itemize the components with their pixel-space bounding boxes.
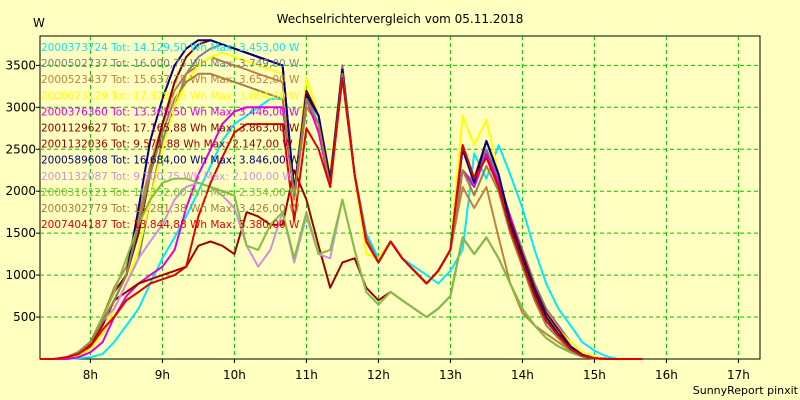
x-tick-label: 11h	[295, 368, 318, 382]
y-tick-label: 500	[13, 310, 36, 324]
x-axis: 8h 9h 10h 11h 12h 13h 14h 15h 16h 17h	[83, 359, 750, 382]
legend-entry-8: 2000589608 Tot: 16.684,00 Wh Max: 3.846,…	[41, 155, 300, 167]
legend-entry-10: 2000316121 Tot: 10.352,00 Wh Max: 2.354,…	[41, 187, 300, 199]
series-line-10	[40, 177, 643, 360]
series-line-12	[40, 76, 643, 360]
legend-entry-11: 2000302779 Tot: 15.281,38 Wh Max: 3.426,…	[41, 203, 300, 215]
y-axis-label: W	[33, 16, 45, 30]
footer-credit: SunnyReport pinxit	[693, 384, 799, 397]
x-tick-label: 8h	[83, 368, 98, 382]
x-tick-label: 12h	[367, 368, 390, 382]
y-tick-label: 1000	[5, 268, 36, 282]
legend-entry-4: 2000623129 Tot: 17.328,75 Wh Max: 3.864,…	[41, 90, 300, 102]
x-tick-label: 16h	[655, 368, 678, 382]
y-tick-label: 1500	[5, 226, 36, 240]
series-line-11	[40, 72, 643, 360]
series-line-2	[40, 43, 643, 360]
legend-entry-1: 2000373724 Tot: 14.129,50 Wh Max: 3.453,…	[41, 42, 300, 54]
legend-entry-9: 2001132087 Tot: 9.300,75 Wh Max: 2.100,0…	[41, 171, 293, 183]
legend-entry-5: 2000376360 Tot: 13.365,50 Wh Max: 3.446,…	[41, 106, 300, 118]
x-tick-label: 9h	[155, 368, 170, 382]
legend-entry-6: 2001129627 Tot: 17.165,88 Wh Max: 3.863,…	[41, 123, 300, 135]
y-tick-label: 2000	[5, 184, 36, 198]
series-line-8	[40, 39, 643, 360]
legend-entry-7: 2001132036 Tot: 9.571,88 Wh Max: 2.147,0…	[41, 139, 293, 151]
legend-entry-3: 2000523437 Tot: 15.637,75 Wh Max: 3.652,…	[41, 74, 300, 86]
x-tick-label: 10h	[223, 368, 246, 382]
y-tick-label: 3500	[5, 58, 36, 72]
y-tick-label: 2500	[5, 142, 36, 156]
y-tick-label: 3000	[5, 100, 36, 114]
x-tick-label: 15h	[583, 368, 606, 382]
legend-entry-12: 2007404187 Tot: 13.844,88 Wh Max: 3.380,…	[41, 219, 300, 231]
chart-title: Wechselrichtervergleich vom 05.11.2018	[277, 12, 524, 26]
y-axis: 500 1000 1500 2000 2500 3000 3500	[5, 58, 40, 324]
legend-entry-2: 2000502737 Tot: 16.000,75 Wh Max: 3.749,…	[41, 58, 300, 70]
x-tick-label: 14h	[511, 368, 534, 382]
x-tick-label: 17h	[727, 368, 750, 382]
legend: 2000373724 Tot: 14.129,50 Wh Max: 3.453,…	[41, 42, 300, 231]
plot-area	[39, 35, 761, 360]
x-tick-label: 13h	[439, 368, 462, 382]
series-layer	[40, 39, 643, 360]
